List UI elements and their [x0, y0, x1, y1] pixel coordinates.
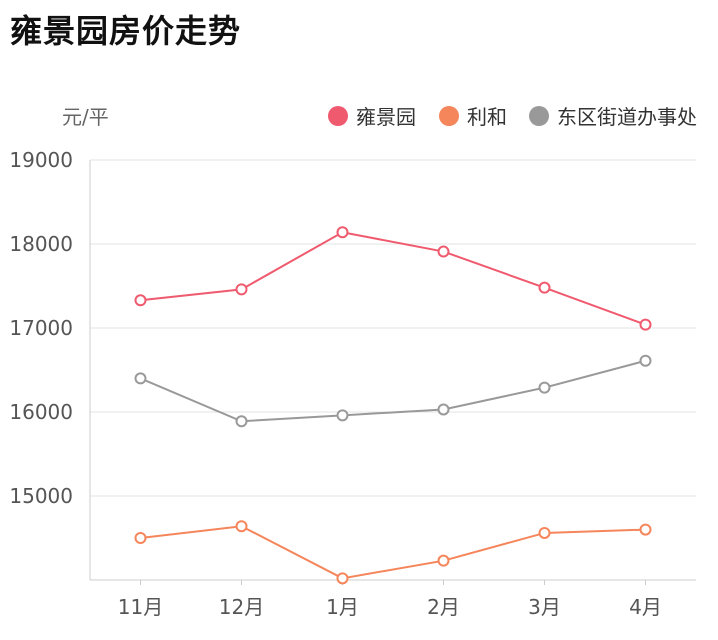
data-point[interactable] [336, 409, 349, 422]
legend-item[interactable]: 东区街道办事处 [529, 105, 697, 129]
series-group [134, 226, 652, 585]
legend-label: 雍景园 [356, 105, 416, 129]
series-0 [134, 226, 652, 331]
legend-item[interactable]: 雍景园 [328, 105, 416, 129]
series-line [140, 525, 646, 580]
data-point[interactable] [235, 520, 248, 533]
data-point[interactable] [336, 572, 349, 585]
legend-item[interactable]: 利和 [439, 105, 507, 129]
data-point[interactable] [235, 415, 248, 428]
x-tick-label: 1月 [326, 595, 359, 619]
data-point[interactable] [437, 245, 450, 258]
x-tick-label: 3月 [528, 595, 561, 619]
y-tick-labels: 15000 16000 17000 18000 19000 [9, 148, 73, 508]
x-tick-labels: 11月 12月 1月 2月 3月 4月 [118, 580, 662, 619]
data-point[interactable] [437, 403, 450, 416]
series-line [140, 359, 646, 423]
series-2 [134, 354, 652, 428]
legend-label: 东区街道办事处 [557, 105, 697, 129]
data-point[interactable] [336, 226, 349, 239]
data-point[interactable] [437, 554, 450, 567]
y-tick-label: 17000 [9, 316, 73, 340]
data-point[interactable] [134, 372, 147, 385]
x-tick-label: 4月 [629, 595, 662, 619]
data-point[interactable] [134, 532, 147, 544]
y-tick-label: 16000 [9, 400, 73, 424]
page-title: 雍景园房价走势 [10, 12, 242, 50]
data-point[interactable] [134, 294, 147, 307]
x-tick-label: 11月 [118, 595, 163, 619]
series-line [140, 231, 646, 326]
x-tick-label: 12月 [219, 595, 264, 619]
y-tick-label: 18000 [9, 232, 73, 256]
unit-label: 元/平 [62, 105, 109, 129]
legend-marker [328, 106, 348, 126]
x-tick-label: 2月 [427, 595, 460, 619]
data-point[interactable] [235, 283, 248, 296]
data-point[interactable] [538, 526, 551, 539]
data-point[interactable] [639, 354, 652, 367]
y-tick-label: 15000 [9, 484, 73, 508]
legend-marker [529, 106, 549, 126]
data-point[interactable] [538, 281, 551, 294]
axes [89, 160, 696, 581]
data-point[interactable] [639, 523, 652, 536]
legend-label: 利和 [467, 105, 507, 129]
legend: 雍景园 利和 东区街道办事处 [328, 105, 697, 129]
series-1 [134, 520, 652, 585]
y-tick-label: 19000 [9, 148, 73, 172]
grid-lines [90, 159, 696, 497]
data-point[interactable] [538, 381, 551, 394]
data-point[interactable] [639, 318, 652, 331]
legend-marker [439, 106, 459, 126]
